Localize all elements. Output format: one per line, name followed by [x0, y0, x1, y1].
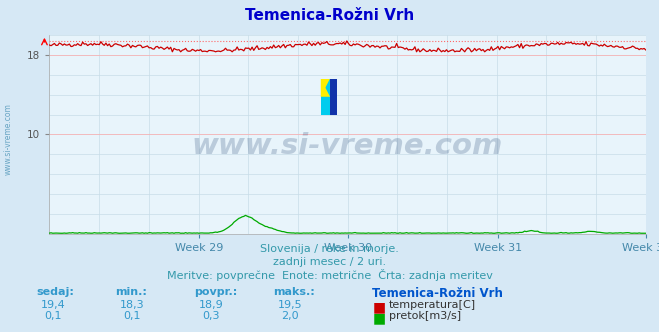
- Text: 19,4: 19,4: [40, 300, 65, 310]
- Text: pretok[m3/s]: pretok[m3/s]: [389, 311, 461, 321]
- Text: 0,3: 0,3: [202, 311, 219, 321]
- Text: 0,1: 0,1: [44, 311, 61, 321]
- Text: 18,9: 18,9: [198, 300, 223, 310]
- Text: Temenica-Rožni Vrh: Temenica-Rožni Vrh: [372, 287, 503, 300]
- Text: 19,5: 19,5: [277, 300, 302, 310]
- Text: povpr.:: povpr.:: [194, 287, 238, 297]
- Text: ■: ■: [372, 300, 386, 314]
- Polygon shape: [321, 79, 330, 97]
- Polygon shape: [321, 79, 330, 97]
- Text: ■: ■: [372, 311, 386, 325]
- Text: sedaj:: sedaj:: [36, 287, 74, 297]
- Text: 0,1: 0,1: [123, 311, 140, 321]
- FancyBboxPatch shape: [321, 79, 330, 97]
- Text: www.si-vreme.com: www.si-vreme.com: [3, 104, 13, 175]
- Text: 2,0: 2,0: [281, 311, 299, 321]
- Text: Meritve: povprečne  Enote: metrične  Črta: zadnja meritev: Meritve: povprečne Enote: metrične Črta:…: [167, 269, 492, 281]
- Text: Temenica-Rožni Vrh: Temenica-Rožni Vrh: [245, 8, 414, 23]
- FancyBboxPatch shape: [330, 79, 337, 115]
- Text: 18,3: 18,3: [119, 300, 144, 310]
- FancyBboxPatch shape: [321, 97, 330, 115]
- Text: zadnji mesec / 2 uri.: zadnji mesec / 2 uri.: [273, 257, 386, 267]
- Text: temperatura[C]: temperatura[C]: [389, 300, 476, 310]
- Text: min.:: min.:: [115, 287, 147, 297]
- Text: maks.:: maks.:: [273, 287, 315, 297]
- Text: www.si-vreme.com: www.si-vreme.com: [192, 132, 503, 160]
- Text: Slovenija / reke in morje.: Slovenija / reke in morje.: [260, 244, 399, 254]
